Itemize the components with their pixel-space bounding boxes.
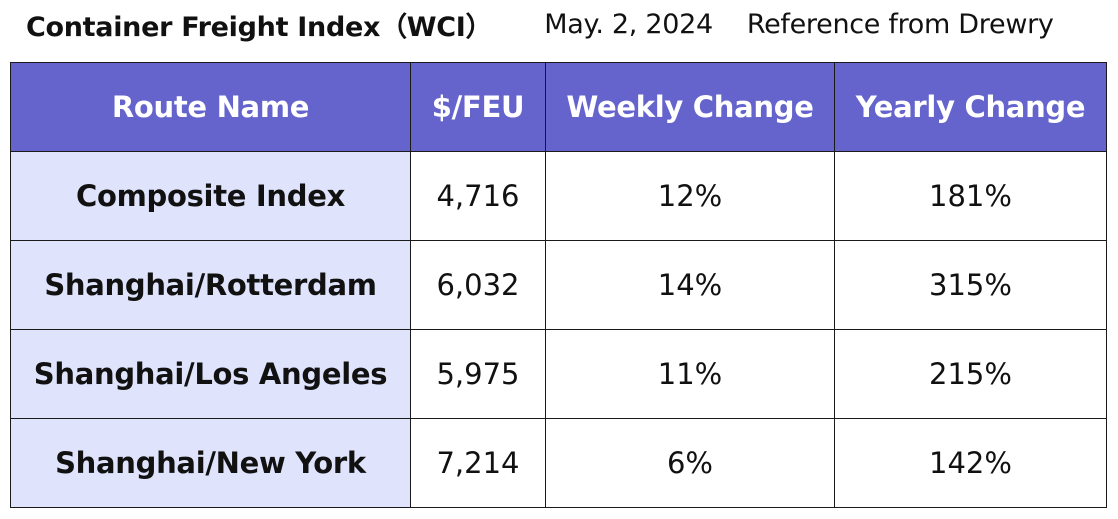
route-name-cell: Shanghai/Los Angeles [10,329,411,419]
table-header-row: Route Name $/FEU Weekly Change Yearly Ch… [10,62,1107,152]
price-cell: 6,032 [410,240,546,330]
weekly-change-cell: 6% [545,418,835,508]
price-cell: 7,214 [410,418,546,508]
weekly-change-cell: 14% [545,240,835,330]
route-name-cell: Shanghai/Rotterdam [10,240,411,330]
route-name-cell: Composite Index [10,151,411,241]
route-name-cell: Shanghai/New York [10,418,411,508]
table-row: Shanghai/New York 7,214 6% 142% [10,418,1107,508]
page-title: Container Freight Index（WCI） [26,11,493,43]
column-header-price: $/FEU [410,62,546,152]
weekly-change-cell: 12% [545,151,835,241]
table-row: Shanghai/Rotterdam 6,032 14% 315% [10,240,1107,330]
price-cell: 4,716 [410,151,546,241]
table-row: Shanghai/Los Angeles 5,975 11% 215% [10,329,1107,419]
column-header-yearly-change: Yearly Change [834,62,1107,152]
table-row: Composite Index 4,716 12% 181% [10,151,1107,241]
yearly-change-cell: 315% [834,240,1107,330]
yearly-change-cell: 142% [834,418,1107,508]
freight-index-table: Route Name $/FEU Weekly Change Yearly Ch… [10,62,1107,508]
yearly-change-cell: 215% [834,329,1107,419]
weekly-change-cell: 11% [545,329,835,419]
report-date: May. 2, 2024 [544,8,713,40]
yearly-change-cell: 181% [834,151,1107,241]
column-header-route-name: Route Name [10,62,411,152]
source-note: Reference from Drewry [746,8,1054,40]
page-header: Container Freight Index（WCI） May. 2, 202… [26,0,1106,48]
price-cell: 5,975 [410,329,546,419]
column-header-weekly-change: Weekly Change [545,62,835,152]
